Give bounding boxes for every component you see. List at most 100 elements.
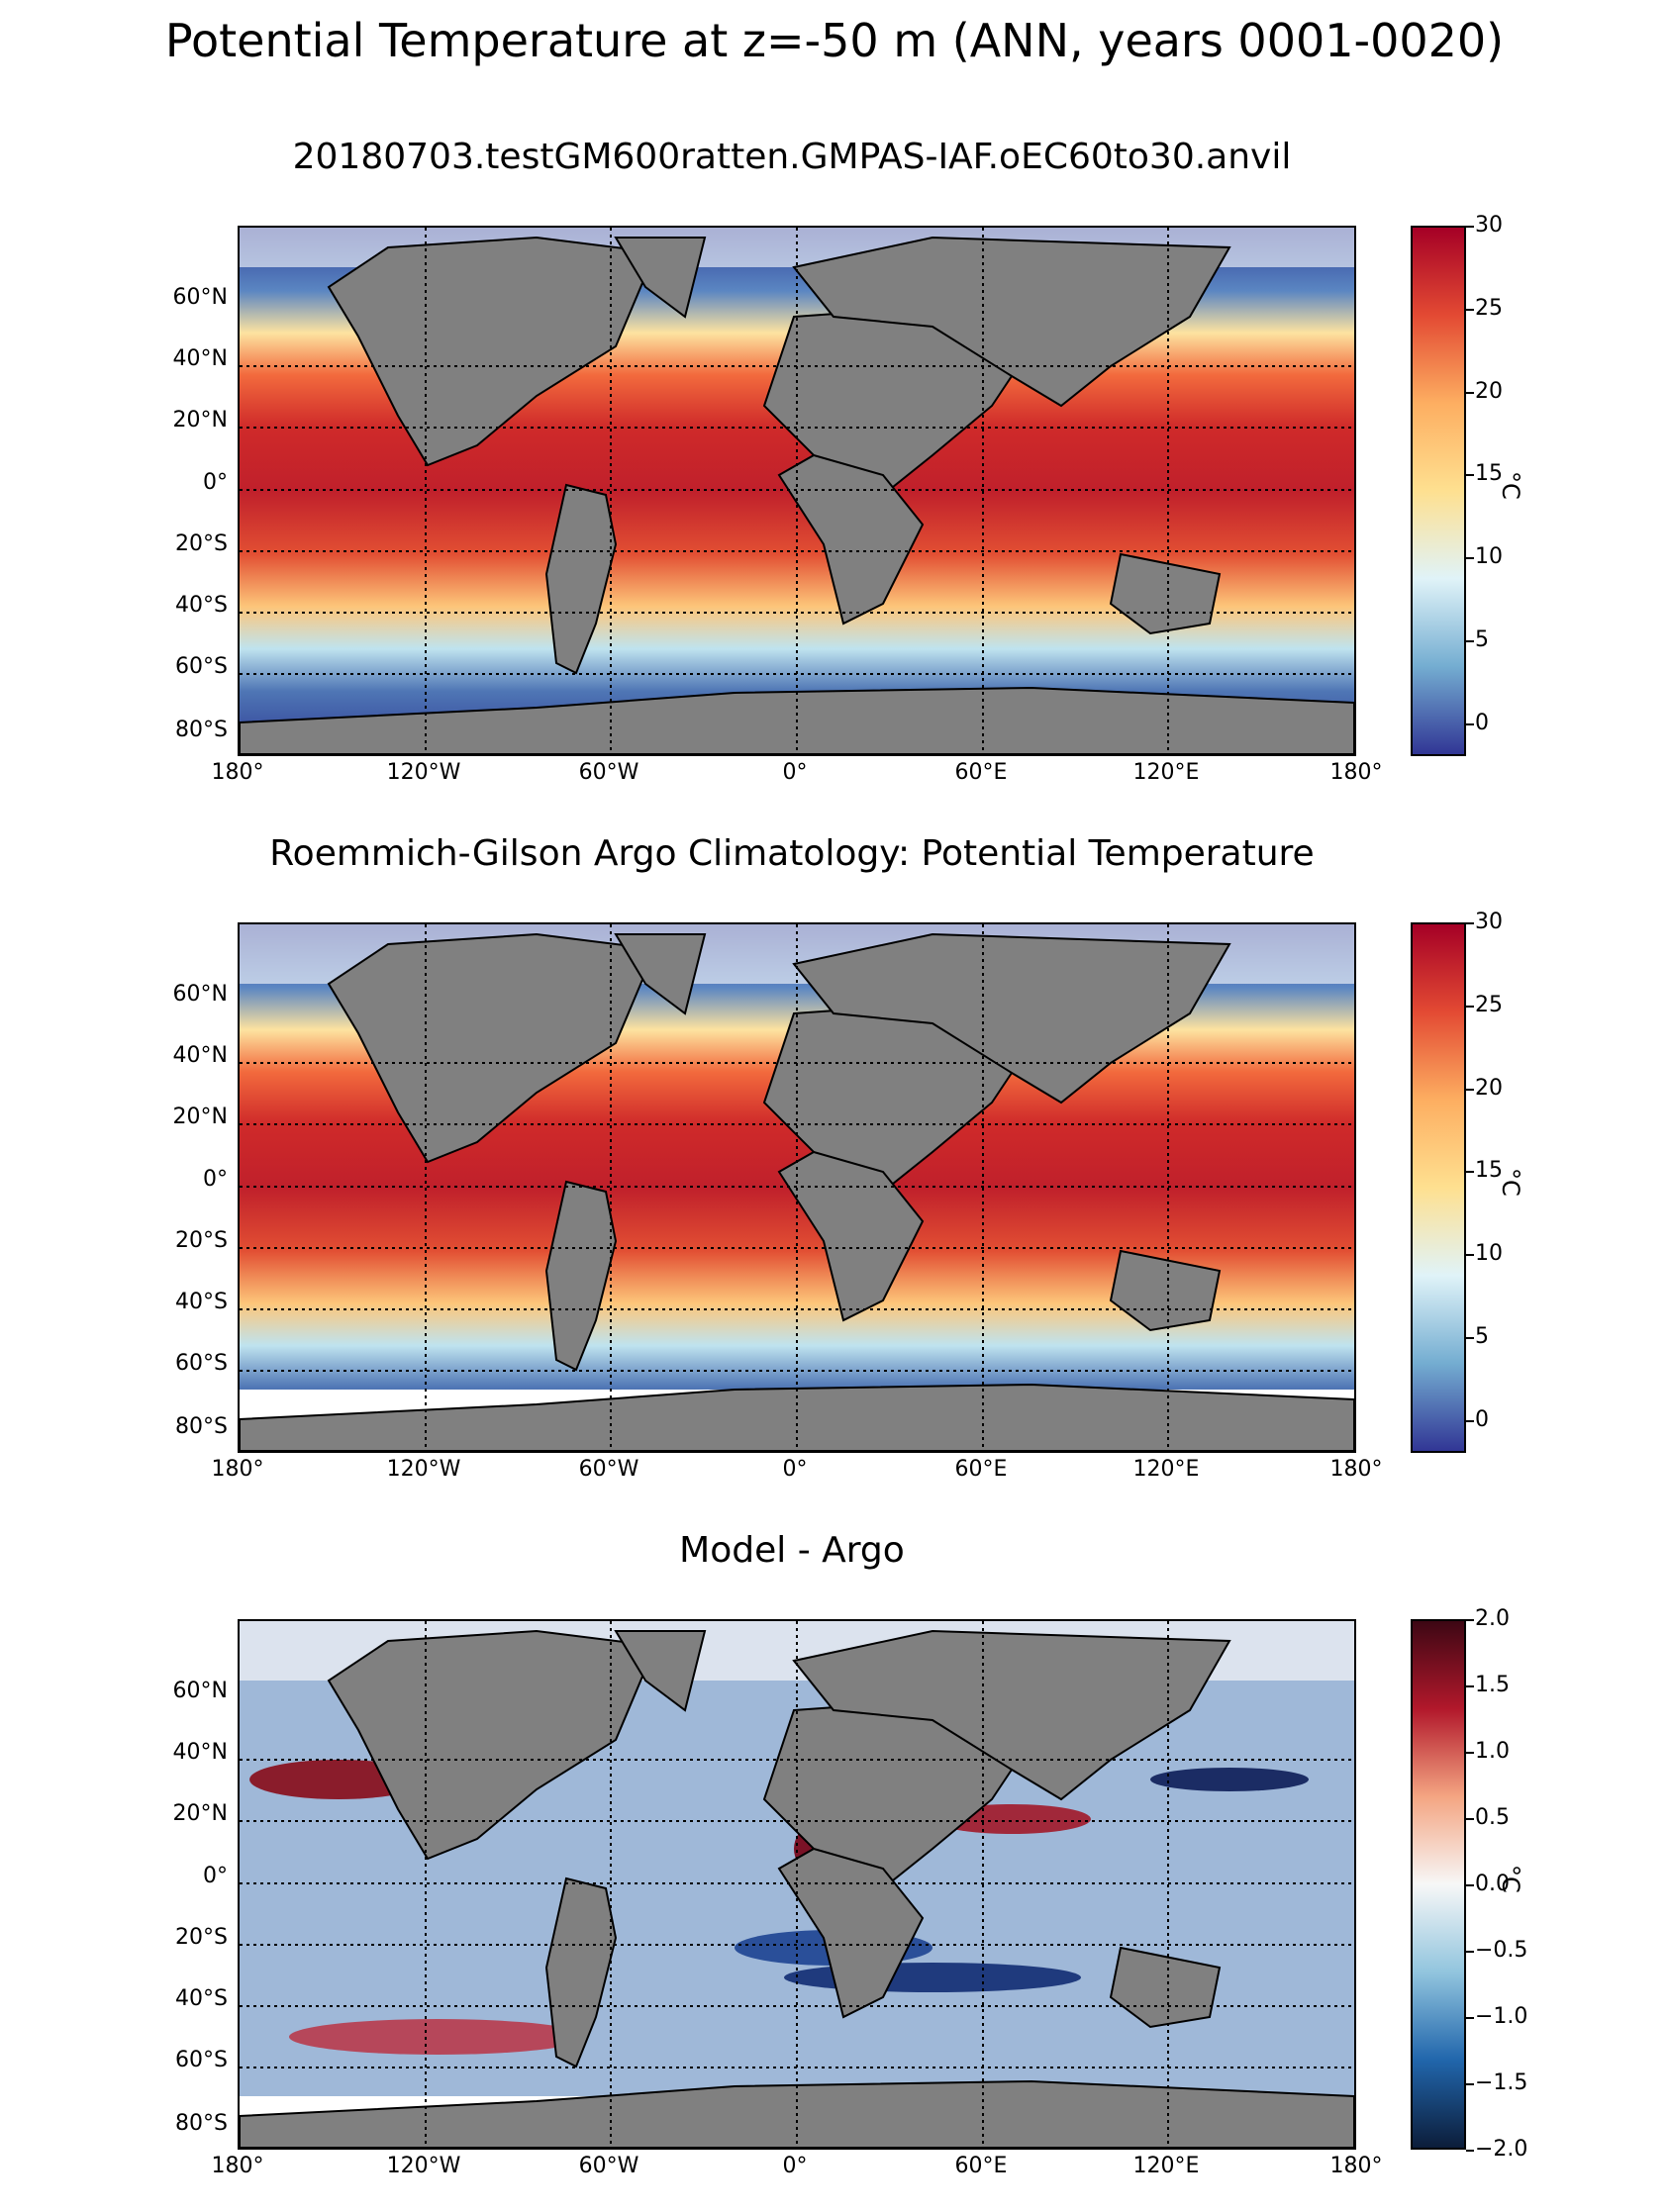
colorbar-tick-label: 30 — [1475, 910, 1503, 934]
lat-label: 20°S — [175, 531, 228, 556]
lat-label: 60°N — [172, 285, 228, 310]
colorbar-2-unit: °C — [1497, 1168, 1524, 1197]
lon-label: 180° — [211, 1457, 264, 1482]
lat-label: 60°S — [175, 654, 228, 679]
lon-label: 120°E — [1132, 2154, 1200, 2178]
lat-label: 40°N — [172, 1740, 228, 1765]
colorbar-1-unit: °C — [1497, 471, 1524, 500]
colorbar-tick — [1466, 1619, 1474, 1621]
panel-1-map — [238, 226, 1356, 756]
colorbar-1 — [1411, 226, 1466, 756]
lon-label: 120°W — [386, 760, 461, 785]
lon-label: 120°W — [386, 2154, 461, 2178]
lon-label: 60°W — [578, 2154, 639, 2178]
lat-label: 80°S — [175, 1414, 228, 1439]
colorbar-tick — [1466, 2083, 1474, 2085]
lat-label: 0° — [203, 1864, 228, 1888]
lon-label: 120°E — [1132, 760, 1200, 785]
colorbar-tick — [1466, 1336, 1474, 1339]
colorbar-tick-label: 0.0 — [1475, 1872, 1510, 1896]
lat-label: 60°N — [172, 1679, 228, 1703]
colorbar-tick-label: 5 — [1475, 1323, 1489, 1349]
colorbar-tick-label: 0 — [1475, 710, 1489, 735]
lon-label: 120°W — [386, 1457, 461, 1482]
lat-label: 40°N — [172, 346, 228, 371]
lon-label: 60°E — [954, 1457, 1008, 1482]
colorbar-tick-label: 20 — [1475, 1075, 1503, 1101]
colorbar-tick — [1466, 557, 1474, 559]
lat-label: 20°N — [172, 1105, 228, 1129]
lon-label: 180° — [1329, 2154, 1383, 2178]
colorbar-2 — [1411, 922, 1466, 1453]
colorbar-tick — [1466, 1171, 1474, 1174]
colorbar-tick-label: −2.0 — [1475, 2137, 1528, 2162]
lat-label: 60°N — [172, 982, 228, 1007]
colorbar-tick — [1466, 391, 1474, 394]
colorbar-tick-label: 5 — [1475, 626, 1489, 652]
lon-label: 120°E — [1132, 1457, 1200, 1482]
colorbar-tick — [1466, 1419, 1474, 1422]
colorbar-tick — [1466, 1088, 1474, 1091]
lon-label: 60°W — [578, 1457, 639, 1482]
colorbar-tick — [1466, 639, 1474, 642]
panel-1-title: 20180703.testGM600ratten.GMPAS-IAF.oEC60… — [292, 137, 1292, 177]
panel-2-title: Roemmich-Gilson Argo Climatology: Potent… — [269, 833, 1315, 874]
lat-label: 0° — [203, 1167, 228, 1192]
lon-label: 0° — [782, 2154, 808, 2178]
colorbar-tick-label: 1.5 — [1475, 1673, 1510, 1697]
lat-label: 20°N — [172, 1801, 228, 1826]
lat-label: 20°S — [175, 1228, 228, 1253]
colorbar-tick-label: 15 — [1475, 1158, 1503, 1184]
panel-3-map — [238, 1619, 1356, 2150]
lon-label: 0° — [782, 760, 808, 785]
lon-label: 180° — [211, 2154, 264, 2178]
panel-2-map — [238, 922, 1356, 1453]
panel-3-title: Model - Argo — [679, 1530, 905, 1571]
colorbar-tick-label: 10 — [1475, 544, 1503, 569]
lat-label: 60°S — [175, 1351, 228, 1376]
colorbar-tick-label: −1.5 — [1475, 2070, 1528, 2095]
lon-label: 0° — [782, 1457, 808, 1482]
lon-label: 180° — [1329, 1457, 1383, 1482]
lat-label: 40°S — [175, 593, 228, 618]
colorbar-3-unit: °C — [1497, 1865, 1524, 1893]
colorbar-tick-label: 0.5 — [1475, 1805, 1510, 1830]
lat-label: 80°S — [175, 718, 228, 742]
colorbar-tick — [1466, 922, 1474, 924]
lat-label: 40°N — [172, 1043, 228, 1068]
lat-label: 0° — [203, 470, 228, 495]
colorbar-tick — [1466, 308, 1474, 311]
lat-label: 20°S — [175, 1925, 228, 1950]
colorbar-tick-label: −0.5 — [1475, 1938, 1528, 1963]
lat-label: 60°S — [175, 2048, 228, 2072]
lat-label: 80°S — [175, 2111, 228, 2136]
colorbar-tick-label: 2.0 — [1475, 1606, 1510, 1631]
colorbar-tick-label: 25 — [1475, 992, 1503, 1017]
colorbar-tick — [1466, 474, 1474, 477]
colorbar-tick — [1466, 226, 1474, 228]
colorbar-tick — [1466, 1685, 1474, 1687]
colorbar-tick — [1466, 1254, 1474, 1256]
lat-label: 40°S — [175, 1290, 228, 1314]
colorbar-tick — [1466, 1005, 1474, 1008]
colorbar-tick-label: 20 — [1475, 378, 1503, 404]
colorbar-tick-label: −1.0 — [1475, 2004, 1528, 2029]
colorbar-tick — [1466, 1884, 1474, 1886]
colorbar-tick — [1466, 1951, 1474, 1953]
colorbar-tick — [1466, 2150, 1474, 2152]
colorbar-tick-label: 1.0 — [1475, 1739, 1510, 1764]
lon-label: 180° — [211, 760, 264, 785]
colorbar-tick — [1466, 1818, 1474, 1820]
colorbar-tick-label: 25 — [1475, 295, 1503, 321]
lon-label: 60°W — [578, 760, 639, 785]
colorbar-tick — [1466, 2017, 1474, 2019]
lat-label: 40°S — [175, 1986, 228, 2011]
lat-label: 20°N — [172, 408, 228, 433]
colorbar-tick-label: 0 — [1475, 1406, 1489, 1432]
colorbar-3 — [1411, 1619, 1466, 2150]
colorbar-tick — [1466, 1752, 1474, 1754]
colorbar-tick-label: 10 — [1475, 1241, 1503, 1266]
lon-label: 60°E — [954, 760, 1008, 785]
colorbar-tick-label: 30 — [1475, 213, 1503, 238]
lon-label: 60°E — [954, 2154, 1008, 2178]
